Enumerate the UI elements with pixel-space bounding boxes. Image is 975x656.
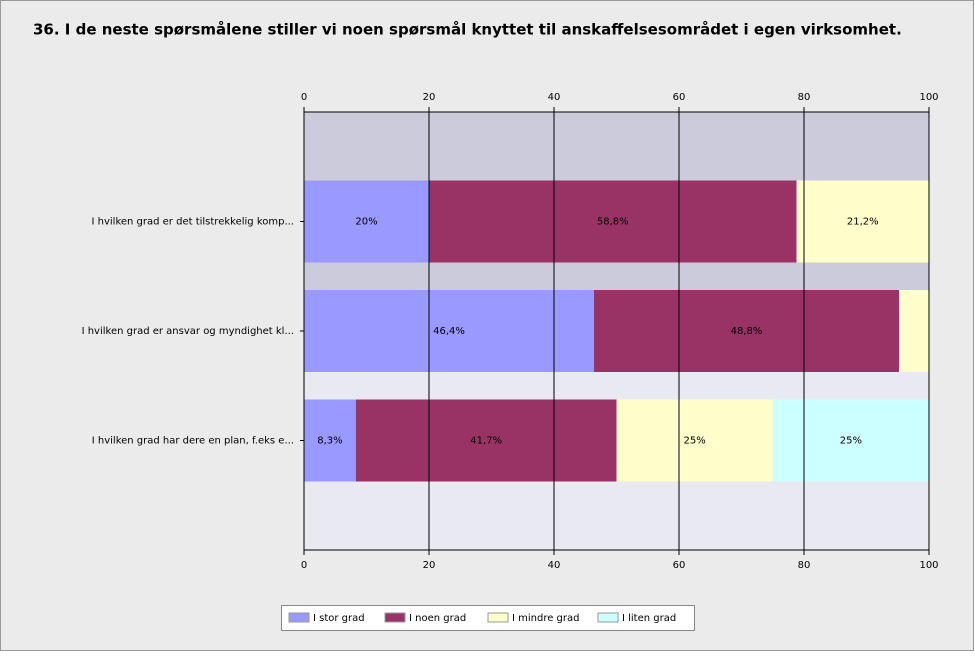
x-tick-label-top: 80	[798, 92, 811, 103]
legend-swatch	[384, 612, 406, 623]
value-label: 48,8%	[731, 326, 763, 337]
value-label: 25%	[840, 436, 862, 447]
value-label: 20%	[355, 217, 377, 228]
x-tick-label-top: 100	[919, 92, 938, 103]
value-label: 46,4%	[433, 326, 465, 337]
legend-label: I mindre grad	[512, 613, 580, 624]
x-tick-label-top: 0	[301, 92, 307, 103]
bar-segment	[355, 399, 617, 482]
bar-segment	[304, 399, 356, 482]
y-tick-label: I hvilken grad er ansvar og myndighet kl…	[82, 326, 294, 337]
value-label: 21,2%	[847, 217, 879, 228]
legend-label: I stor grad	[313, 613, 365, 624]
bar-segment	[304, 180, 429, 263]
legend-swatch	[288, 612, 310, 623]
bar-segment	[772, 399, 929, 482]
legend-swatch	[597, 612, 619, 623]
x-tick-label-bottom: 20	[423, 560, 436, 571]
value-label: 25%	[684, 436, 706, 447]
bar-segment	[796, 180, 929, 263]
value-label: 58,8%	[597, 217, 629, 228]
x-tick-label-top: 40	[548, 92, 561, 103]
chart-title: 36. I de neste spørsmålene stiller vi no…	[33, 21, 902, 39]
bar-segment	[429, 180, 797, 263]
bar-segment	[304, 290, 594, 372]
bar-segment	[594, 290, 899, 372]
x-tick-label-bottom: 100	[919, 560, 938, 571]
legend-label: I liten grad	[622, 613, 676, 624]
bar-segment	[899, 290, 929, 372]
x-tick-label-bottom: 0	[301, 560, 307, 571]
legend-swatch	[487, 612, 509, 623]
x-tick-label-bottom: 80	[798, 560, 811, 571]
y-tick-label: I hvilken grad er det tilstrekkelig komp…	[92, 217, 295, 228]
legend-label: I noen grad	[409, 613, 466, 624]
x-tick-label-bottom: 60	[673, 560, 686, 571]
x-tick-label-top: 60	[673, 92, 686, 103]
value-label: 41,7%	[470, 436, 502, 447]
bar-segment	[616, 399, 773, 482]
value-label: 8,3%	[317, 436, 342, 447]
x-tick-label-bottom: 40	[548, 560, 561, 571]
y-tick-label: I hvilken grad har dere en plan, f.eks e…	[92, 436, 294, 447]
x-tick-label-top: 20	[423, 92, 436, 103]
